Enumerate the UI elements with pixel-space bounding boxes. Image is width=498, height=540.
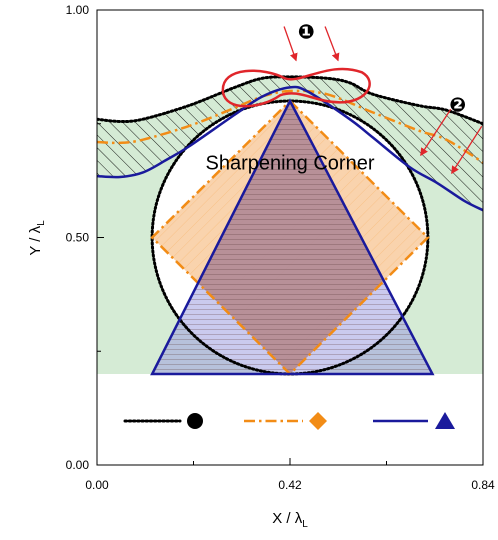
legend-marker-triangle — [435, 412, 455, 429]
x-axis-label: X / λL — [272, 510, 308, 530]
legend-marker-diamond — [309, 412, 327, 430]
legend — [123, 412, 455, 430]
annotation-arrow — [451, 125, 483, 175]
x-tick-label: 0.84 — [471, 478, 495, 492]
curve-solid — [97, 85, 483, 212]
highlight-loop — [221, 67, 371, 108]
annotation-label: Sharpening Corner — [206, 152, 375, 174]
annotation-marker-1: ❶ — [298, 19, 315, 43]
annotation-arrow — [283, 26, 298, 62]
hatched-band-pattern — [97, 76, 483, 211]
y-tick-label: 1.00 — [66, 3, 90, 17]
plot-area — [97, 75, 483, 376]
y-tick-label: 0.50 — [66, 231, 90, 245]
curve-dotted — [97, 75, 483, 126]
y-axis-label: Y / λL — [27, 220, 47, 256]
triangle-outline — [150, 98, 435, 376]
legend-marker-circle — [187, 413, 203, 429]
annotation-arrow — [420, 108, 452, 157]
x-tick-label: 0.42 — [278, 478, 302, 492]
curve-dash-dot — [97, 89, 483, 164]
annotations: Sharpening Corner ❶ ❷ — [206, 19, 483, 175]
axes: 0.00 0.42 0.84 0.00 0.50 1.00 — [66, 3, 495, 492]
y-tick-label: 0.00 — [66, 458, 90, 472]
x-tick-label: 0.00 — [85, 478, 109, 492]
triangle-pattern — [152, 101, 433, 374]
annotation-arrow — [324, 26, 340, 62]
annotation-marker-2: ❷ — [449, 92, 466, 116]
